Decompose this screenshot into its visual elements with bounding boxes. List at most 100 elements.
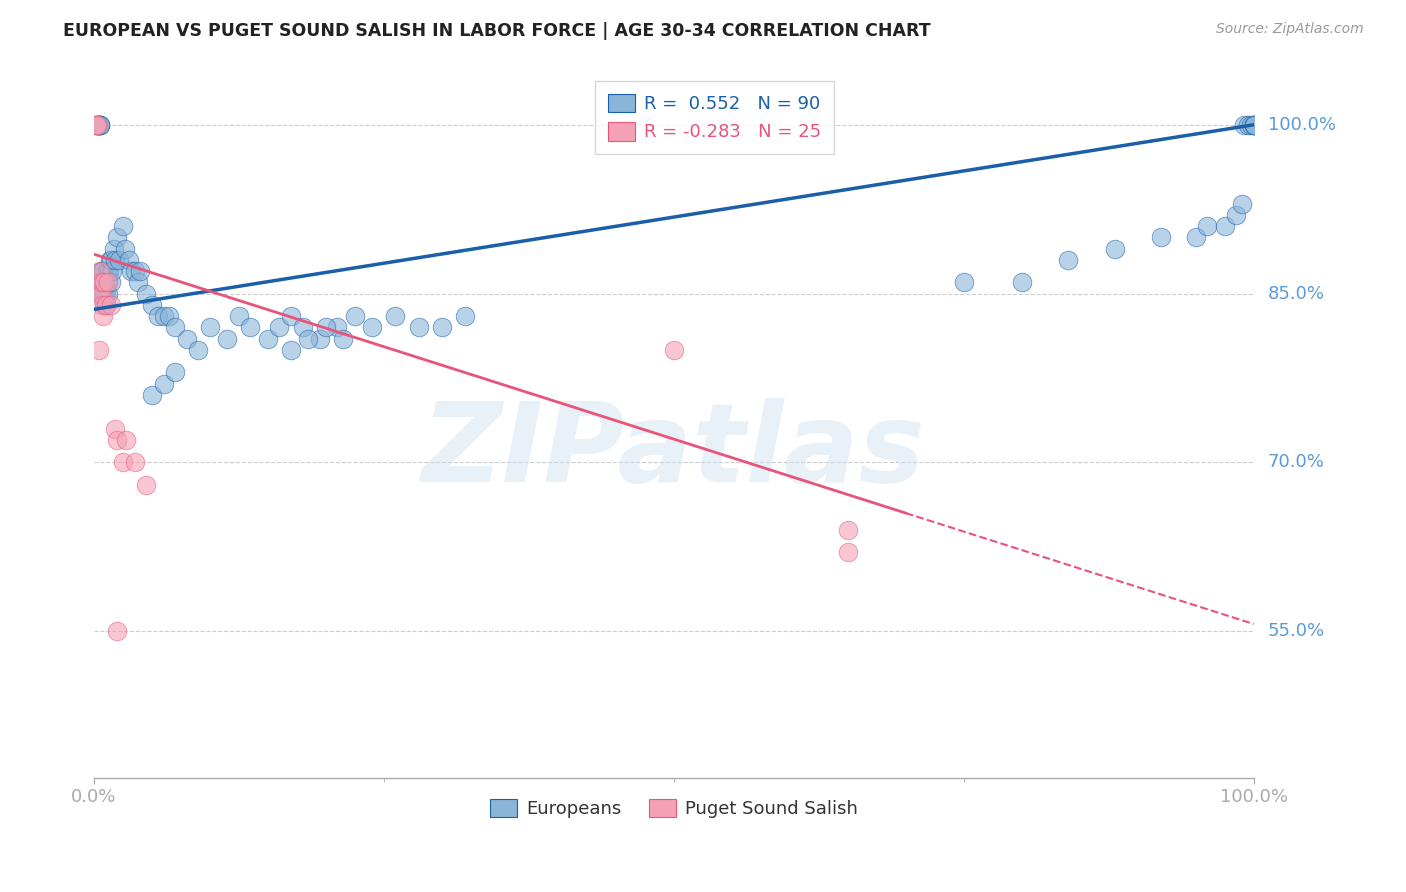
Point <box>115 433 138 447</box>
Point <box>1197 219 1219 233</box>
Point <box>309 332 332 346</box>
Point <box>1240 118 1263 132</box>
Point <box>217 332 239 346</box>
Point <box>152 376 174 391</box>
Point <box>86 118 108 132</box>
Point <box>280 309 302 323</box>
Point <box>87 118 110 132</box>
Point <box>1243 118 1265 132</box>
Point <box>127 276 149 290</box>
Text: 85.0%: 85.0% <box>1268 285 1324 302</box>
Point <box>1150 230 1173 244</box>
Point <box>198 320 221 334</box>
Point <box>129 264 152 278</box>
Point <box>176 332 198 346</box>
Point <box>239 320 262 334</box>
Point <box>90 264 112 278</box>
Point <box>91 309 114 323</box>
Point <box>120 264 142 278</box>
Point <box>98 264 121 278</box>
Point <box>90 276 112 290</box>
Point <box>157 309 180 323</box>
Point <box>87 118 110 132</box>
Text: 100.0%: 100.0% <box>1268 116 1336 134</box>
Point <box>86 118 108 132</box>
Point <box>86 118 108 132</box>
Point <box>87 118 110 132</box>
Point <box>98 252 121 267</box>
Point <box>297 332 319 346</box>
Point <box>91 276 114 290</box>
Point <box>94 298 117 312</box>
Text: 70.0%: 70.0% <box>1268 453 1324 472</box>
Point <box>280 343 302 357</box>
Point <box>408 320 430 334</box>
Point <box>105 624 128 639</box>
Point <box>97 276 120 290</box>
Point <box>1243 118 1265 132</box>
Point <box>141 388 163 402</box>
Point <box>89 118 111 132</box>
Point <box>93 286 115 301</box>
Point <box>165 320 187 334</box>
Point <box>100 252 122 267</box>
Point <box>90 286 112 301</box>
Point <box>141 298 163 312</box>
Point <box>93 298 115 312</box>
Point <box>104 252 127 267</box>
Point <box>315 320 337 334</box>
Point <box>118 252 141 267</box>
Point <box>1237 118 1260 132</box>
Point <box>100 276 122 290</box>
Point <box>837 545 859 559</box>
Point <box>105 230 128 244</box>
Point <box>1233 118 1256 132</box>
Point <box>101 264 124 278</box>
Point <box>91 286 114 301</box>
Point <box>135 286 157 301</box>
Point <box>257 332 280 346</box>
Point <box>93 276 115 290</box>
Point <box>228 309 250 323</box>
Point <box>87 286 110 301</box>
Point <box>96 276 118 290</box>
Point <box>384 309 406 323</box>
Text: ZIPatlas: ZIPatlas <box>422 398 925 505</box>
Point <box>1057 252 1080 267</box>
Point <box>1243 118 1265 132</box>
Text: 55.0%: 55.0% <box>1268 623 1324 640</box>
Point <box>326 320 349 334</box>
Point <box>86 118 108 132</box>
Point <box>124 455 146 469</box>
Point <box>103 242 125 256</box>
Point <box>1104 242 1126 256</box>
Point <box>89 264 111 278</box>
Point <box>105 433 128 447</box>
Point <box>187 343 209 357</box>
Point <box>89 276 111 290</box>
Point <box>1230 196 1253 211</box>
Point <box>90 286 112 301</box>
Point <box>332 332 354 346</box>
Point <box>89 118 111 132</box>
Text: Source: ZipAtlas.com: Source: ZipAtlas.com <box>1216 22 1364 37</box>
Point <box>1225 208 1247 222</box>
Text: EUROPEAN VS PUGET SOUND SALISH IN LABOR FORCE | AGE 30-34 CORRELATION CHART: EUROPEAN VS PUGET SOUND SALISH IN LABOR … <box>63 22 931 40</box>
Point <box>430 320 453 334</box>
Point <box>361 320 384 334</box>
Point <box>1184 230 1206 244</box>
Point <box>91 276 114 290</box>
Point <box>111 219 134 233</box>
Point <box>91 264 114 278</box>
Point <box>165 365 187 379</box>
Point <box>91 298 114 312</box>
Point <box>87 343 110 357</box>
Point <box>108 252 131 267</box>
Point <box>662 343 685 357</box>
Point <box>152 309 174 323</box>
Point <box>84 118 107 132</box>
Point <box>91 276 114 290</box>
Point <box>94 298 117 312</box>
Point <box>1213 219 1236 233</box>
Point <box>837 523 859 537</box>
